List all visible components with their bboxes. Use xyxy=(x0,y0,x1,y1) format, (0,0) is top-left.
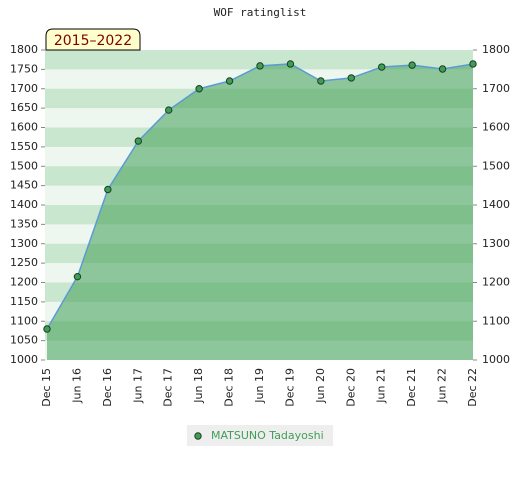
y-tick-label: 1250 xyxy=(10,256,38,269)
point xyxy=(469,60,477,68)
x-tick-label: Jun 16 xyxy=(70,368,83,404)
y-tick-label: 1650 xyxy=(10,101,38,114)
legend-label: MATSUNO Tadayoshi xyxy=(211,429,324,442)
y-tick-label: 1300 xyxy=(10,237,38,250)
x-tick-label: Jun 20 xyxy=(314,368,327,404)
y-tick-label: 1050 xyxy=(10,334,38,347)
point xyxy=(225,77,234,85)
point xyxy=(347,74,355,82)
x-tick-label: Dec 18 xyxy=(223,368,236,407)
x-tick-label: Jun 17 xyxy=(131,368,144,404)
y-tick-label: 1750 xyxy=(10,62,38,75)
point xyxy=(438,65,447,73)
y2-tick-label: 1700 xyxy=(482,82,510,95)
x-tick-label: Dec 22 xyxy=(466,368,479,407)
point xyxy=(104,185,112,194)
y-tick-label: 1550 xyxy=(10,140,38,153)
annotation-box xyxy=(45,28,141,51)
point xyxy=(317,77,325,85)
y2-tick-label: 1800 xyxy=(482,43,510,56)
y2-tick-label: 1200 xyxy=(482,276,510,289)
y2-tick-label: 1000 xyxy=(482,353,510,366)
chart-title: WOF ratinglist xyxy=(214,6,307,19)
y2-tick-label: 1600 xyxy=(482,121,510,134)
x-tick-label: Jun 19 xyxy=(253,368,266,404)
point xyxy=(73,272,82,281)
x-tick-label: Dec 15 xyxy=(40,368,53,407)
x-tick-label: Dec 19 xyxy=(283,368,296,407)
annotation: 2015–2022 xyxy=(54,33,132,49)
y-tick-label: 1000 xyxy=(10,353,38,366)
legend-box xyxy=(187,425,333,446)
y2-tick-label: 1500 xyxy=(482,159,510,172)
point xyxy=(165,106,173,114)
point xyxy=(286,60,295,68)
y-tick-label: 1400 xyxy=(10,198,38,211)
x-tick-label: Jun 22 xyxy=(436,368,449,404)
y2-tick-label: 1100 xyxy=(482,314,510,327)
point xyxy=(134,137,142,145)
y-tick-label: 1450 xyxy=(10,179,38,192)
y-tick-label: 1100 xyxy=(10,314,38,327)
x-tick-label: Dec 17 xyxy=(162,368,175,407)
x-tick-label: Jun 18 xyxy=(192,368,205,404)
legend-marker xyxy=(194,432,202,440)
point xyxy=(195,85,203,93)
y-tick-label: 1200 xyxy=(10,276,38,289)
y2-tick-label: 1300 xyxy=(482,237,510,250)
y-tick-label: 1500 xyxy=(10,159,38,172)
y-tick-label: 1800 xyxy=(10,43,38,56)
y-tick-label: 1700 xyxy=(10,82,38,95)
x-tick-label: Dec 16 xyxy=(101,368,114,407)
x-tick-label: Jun 21 xyxy=(375,368,388,404)
y2-tick-label: 1400 xyxy=(482,198,510,211)
x-tick-label: Dec 20 xyxy=(344,368,357,407)
point xyxy=(408,61,416,69)
y-tick-label: 1600 xyxy=(10,121,38,134)
point xyxy=(256,62,264,70)
area xyxy=(47,63,473,360)
point xyxy=(378,63,386,71)
y-tick-label: 1350 xyxy=(10,217,38,230)
y-tick-label: 1150 xyxy=(10,295,38,308)
point xyxy=(43,325,51,333)
x-tick-label: Dec 21 xyxy=(405,368,418,407)
